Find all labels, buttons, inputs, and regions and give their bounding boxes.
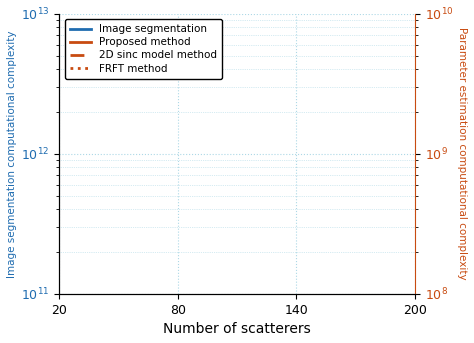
Y-axis label: Parameter estimation computational complexity: Parameter estimation computational compl… [457,27,467,280]
Legend: Image segmentation, Proposed method, 2D sinc model method, FRFT method: Image segmentation, Proposed method, 2D … [64,19,222,79]
X-axis label: Number of scatterers: Number of scatterers [163,322,311,336]
Y-axis label: Image segmentation computational complexity: Image segmentation computational complex… [7,30,17,277]
